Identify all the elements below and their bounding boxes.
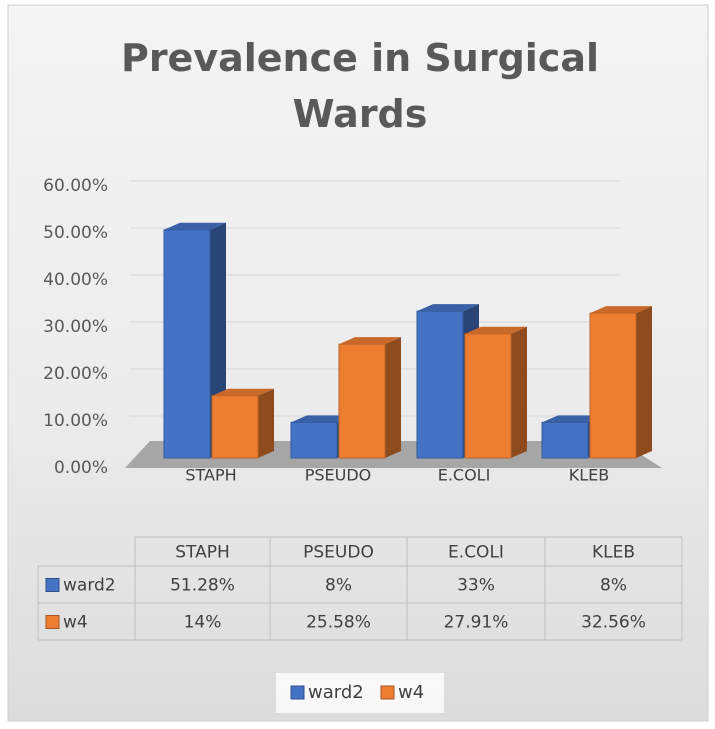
table-cell: 25.58% [306,613,371,633]
legend-label: w4 [398,682,424,703]
table-cell: 8% [325,576,352,596]
chart-title: Prevalence in Surgical Wards [121,36,599,136]
table-cell: 14% [184,613,222,633]
bar-side [385,337,401,458]
y-tick-label: 0.00% [54,458,108,478]
bar-side [511,326,527,458]
bar [211,395,259,459]
bar [416,310,464,459]
table-legend-key [45,578,60,592]
table-row-label: ward2 [63,576,116,596]
y-tick-label: 50.00% [43,223,108,243]
y-tick-label: 20.00% [43,364,108,384]
x-tick-label: PSEUDO [305,466,372,485]
y-tick-label: 10.00% [43,411,108,431]
bar-top [212,388,274,396]
bar-top [542,415,604,423]
x-tick-label: E.COLI [438,466,491,485]
bar [464,333,512,459]
legend-label: ward2 [308,682,364,703]
x-tick-label: STAPH [185,466,236,485]
bar-top [465,326,527,334]
table-legend-key [45,615,60,629]
table-cell: 8% [600,576,627,596]
bar [338,343,386,459]
bar-top [164,222,226,230]
bar [541,421,589,459]
y-tick-label: 60.00% [43,176,108,196]
bar-top [590,306,652,314]
table-row-label: w4 [63,613,88,633]
table-header: KLEB [592,543,635,563]
table-header: PSEUDO [303,543,374,563]
bar-top [339,337,401,345]
legend-key [290,685,305,700]
bar-top [291,415,353,423]
bar-side [258,388,274,458]
bar-side [636,306,652,458]
x-tick-label: KLEB [569,466,610,485]
bar [290,421,338,459]
table-cell: 32.56% [581,613,646,633]
y-tick-label: 30.00% [43,317,108,337]
table-cell: 27.91% [444,613,509,633]
table-cell: 51.28% [170,576,235,596]
bar [163,229,211,459]
table-header: STAPH [175,543,230,563]
bar-top [417,304,479,312]
bar [589,312,637,459]
legend-key [380,685,395,700]
table-cell: 33% [457,576,495,596]
table-header: E.COLI [448,543,504,563]
y-tick-label: 40.00% [43,270,108,290]
